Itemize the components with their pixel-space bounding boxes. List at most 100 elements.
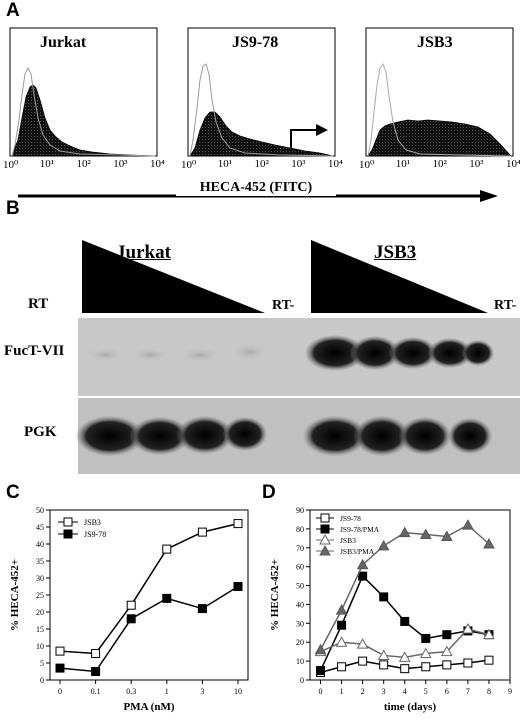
data-point [356, 558, 369, 570]
y-axis-label: % HECA-452+ [9, 559, 21, 631]
histogram-tick-label: 10⁴ [328, 158, 343, 170]
chart-c-frame [49, 509, 249, 681]
fitc-axis-label: HECA-452 (FITC) [176, 180, 336, 196]
data-point [335, 636, 348, 647]
y-tick-label: 45 [36, 523, 44, 532]
rt-minus-jurkat: RT- [272, 298, 295, 313]
data-point [398, 526, 411, 538]
histogram-tick-label: 10⁰ [359, 159, 375, 171]
data-point [316, 666, 326, 676]
x-tick-label: 0.1 [91, 687, 101, 696]
data-point [63, 529, 73, 539]
legend-label: JSB3/PMA [340, 547, 375, 556]
data-point [483, 537, 495, 549]
histogram-tick-label: 10² [432, 158, 447, 170]
data-point [462, 622, 474, 634]
y-tick-label: 70 [296, 544, 304, 553]
y-tick-label: 80 [296, 525, 304, 534]
y-axis-label: % HECA-452+ [269, 559, 281, 631]
data-point [319, 544, 331, 556]
data-point [162, 593, 172, 603]
data-point [91, 648, 101, 658]
x-axis-label: PMA (nM) [123, 701, 174, 713]
histogram-tick-label: 10¹ [217, 158, 233, 170]
chart-d-frame [309, 509, 511, 681]
data-point [377, 539, 390, 551]
legend-label: JS9-78/PMA [340, 525, 380, 534]
histogram-jsb3 [365, 27, 514, 157]
histogram-tick-label: 10⁰ [181, 159, 197, 171]
y-tick-label: 15 [36, 625, 44, 634]
data-point [320, 513, 330, 523]
data-point [358, 656, 368, 666]
data-point [314, 643, 327, 655]
data-point [442, 630, 452, 640]
data-point [440, 530, 453, 541]
x-tick-label: 7 [466, 687, 470, 696]
data-point [462, 519, 474, 530]
data-point [197, 527, 207, 537]
y-tick-label: 60 [296, 563, 304, 572]
data-point [356, 638, 369, 649]
x-tick-label: 1 [340, 687, 344, 696]
chart-d: 0 10 20 30 40 50 60 70 80 90 0 1 2 3 4 5 6 7 8 9 time (days)… [269, 506, 512, 713]
y-tick-label: 0 [300, 676, 304, 685]
data-point [440, 645, 453, 657]
histogram-tick-label: 10³ [291, 158, 306, 170]
x-tick-label: 8 [487, 687, 491, 696]
data-point [233, 582, 243, 591]
y-tick-label: 50 [296, 582, 304, 591]
y-tick-label: 30 [296, 619, 304, 628]
panel-letter-a: A [6, 0, 20, 21]
data-point [126, 614, 136, 624]
histogram-title-jurkat: Jurkat [40, 34, 87, 51]
x-tick-label: 2 [361, 687, 365, 696]
panel-letter-b: B [6, 198, 20, 219]
y-tick-label: 30 [36, 574, 44, 583]
jsb3-rt-gradient [311, 240, 488, 313]
legend-label: JS9-78 [84, 530, 106, 539]
data-point [463, 658, 473, 668]
jurkat-rt-gradient [82, 240, 265, 313]
x-tick-label: 6 [445, 687, 449, 696]
legend-label: JSB3 [340, 536, 356, 545]
y-tick-label: 40 [296, 600, 304, 609]
data-point [337, 662, 347, 672]
data-point [335, 604, 348, 615]
x-tick-label: 4 [403, 687, 407, 696]
x-tick-label: 9 [508, 687, 512, 696]
data-point [126, 600, 136, 610]
data-point [483, 628, 495, 640]
data-point [197, 604, 207, 614]
y-tick-label: 35 [36, 557, 44, 566]
histogram-tick-label: 10² [76, 158, 91, 170]
gel-group-jsb3: JSB3 [374, 242, 417, 263]
x-tick-label: 0 [58, 687, 62, 696]
x-tick-label: 3 [200, 687, 204, 696]
histogram-js9-78 [187, 27, 336, 157]
y-tick-label: 0 [40, 676, 44, 685]
data-point [358, 571, 368, 581]
panel-letter-d: D [262, 482, 276, 503]
row-label-pgk: PGK [24, 424, 57, 440]
data-point [63, 517, 73, 527]
data-point [400, 616, 410, 626]
data-point [398, 651, 411, 662]
histogram-tick-label: 10¹ [39, 158, 55, 170]
data-point [379, 592, 389, 602]
rt-label: RT [28, 296, 49, 312]
data-point [421, 662, 431, 672]
y-tick-label: 25 [36, 591, 44, 600]
data-point [400, 664, 410, 674]
histogram-title-jsb3: JSB3 [417, 34, 453, 51]
y-tick-label: 10 [296, 657, 304, 666]
y-tick-label: 50 [36, 506, 44, 515]
data-point [55, 663, 65, 673]
data-point [419, 647, 432, 659]
histogram-tick-label: 10³ [113, 158, 128, 170]
data-point [162, 544, 172, 554]
x-tick-label: 5 [424, 687, 428, 696]
series-line-jsb3 [59, 522, 239, 655]
histogram-tick-label: 10⁰ [3, 159, 19, 171]
legend-label: JS9-78 [340, 514, 361, 523]
